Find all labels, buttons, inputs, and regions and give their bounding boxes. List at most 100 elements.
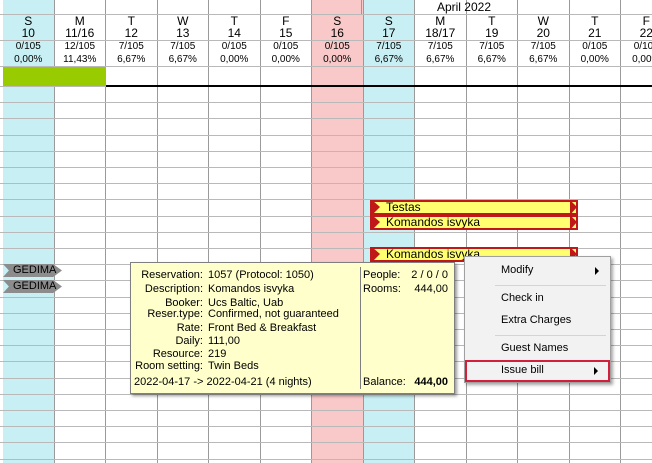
grid-row-line	[0, 216, 652, 217]
menu-item-label: Check in	[501, 292, 544, 304]
day-header-pct: 0,00%	[14, 54, 43, 65]
grid-row-line	[0, 167, 652, 168]
day-header-pct: 6,67%	[374, 54, 403, 65]
reser-type-label: Reser.type:	[147, 308, 203, 320]
grid-row-line	[0, 40, 652, 41]
day-header-occ: 0/105	[582, 41, 608, 52]
day-header-dow: M	[435, 14, 446, 28]
rate-value: Front Bed & Breakfast	[208, 322, 317, 334]
grid-row-line	[0, 426, 652, 427]
day-header-occ: 0/105	[324, 41, 350, 52]
occupancy-line	[106, 85, 652, 87]
balance-value: 444,00	[414, 376, 448, 388]
grid-row-line	[0, 459, 652, 460]
day-header-day: 20	[536, 26, 550, 40]
grid-row-line	[0, 151, 652, 152]
day-header-pct: 6,67%	[117, 54, 146, 65]
day-header-occ: 7/105	[170, 41, 196, 52]
day-column[interactable]: M 11/16 12/105 11,43%	[55, 0, 106, 463]
day-header-dow: F	[282, 14, 290, 28]
menu-item-label: Guest Names	[501, 342, 569, 354]
grid-row-line	[0, 199, 652, 200]
booking-bar[interactable]: Testas	[370, 200, 578, 215]
grid-row-line	[0, 183, 652, 184]
stay-dates: 2022-04-17 -> 2022-04-21 (4 nights)	[134, 376, 312, 388]
rooms-value: 444,00	[414, 283, 448, 295]
day-header-dow: S	[333, 14, 342, 28]
day-header-dow: W	[177, 14, 189, 28]
day-column[interactable]: W 20 7/105 6,67%	[518, 0, 570, 463]
day-header-dow: M	[74, 14, 85, 28]
day-header-day: 17	[382, 26, 396, 40]
day-header-day: 12	[124, 26, 138, 40]
context-menu: Modify Check in Extra Charges Guest Name…	[464, 256, 611, 383]
menu-item-label: Extra Charges	[501, 314, 572, 326]
day-header-occ: 7/105	[376, 41, 402, 52]
day-column[interactable]: T 14 0/105 0,00%	[209, 0, 261, 463]
menu-separator	[495, 285, 606, 286]
people-label: People:	[363, 269, 401, 281]
grid-row-line	[0, 232, 652, 233]
room-setting-label: Room setting:	[135, 360, 203, 372]
grid-row-line	[0, 410, 652, 411]
grid-row-line	[0, 14, 652, 15]
day-column[interactable]: F 15 0/105 0,00%	[261, 0, 312, 463]
day-header-dow: T	[230, 14, 238, 28]
day-header-occ: 0/105	[273, 41, 299, 52]
day-header-dow: F	[642, 14, 650, 28]
blocked-room-bar[interactable]: GEDIMA	[3, 280, 62, 293]
day-header-pct: 0,00%	[323, 54, 352, 65]
booking-bar[interactable]: Komandos isvyka	[370, 215, 578, 230]
month-label: April 2022	[436, 0, 492, 14]
day-header-day: 22	[639, 26, 652, 40]
reservation-label: Reservation:	[141, 269, 203, 281]
day-header-day: 13	[176, 26, 190, 40]
occupancy-highlight	[3, 67, 106, 86]
day-header-pct: 0,00%	[220, 54, 249, 65]
day-header-pct: 0,00%	[271, 54, 300, 65]
day-header-day: 19	[485, 26, 499, 40]
resource-value: 219	[208, 348, 227, 360]
day-column[interactable]: W 13 7/105 6,67%	[158, 0, 209, 463]
day-column[interactable]: T 12 7/105 6,67%	[106, 0, 158, 463]
description-value: Komandos isvyka	[208, 283, 295, 295]
day-header-pct: 6,67%	[426, 54, 455, 65]
menu-separator	[495, 335, 606, 336]
day-header-pct: 6,67%	[168, 54, 197, 65]
menu-item-check-in[interactable]: Check in	[466, 288, 609, 309]
reservation-tooltip: Reservation: 1057 (Protocol: 1050) Descr…	[130, 262, 455, 394]
day-column[interactable]: M 18/17 7/105 6,67%	[415, 0, 467, 463]
grid-row-line	[0, 442, 652, 443]
day-header-day: 10	[21, 26, 35, 40]
day-column[interactable]: T 19 7/105 6,67%	[467, 0, 518, 463]
day-header-dow: W	[537, 14, 549, 28]
menu-item-label: Modify	[501, 264, 534, 276]
menu-item-guest-names[interactable]: Guest Names	[466, 338, 609, 359]
month-separator	[361, 0, 362, 14]
day-header-pct: 0,00%	[632, 54, 652, 65]
day-header-pct: 6,67%	[529, 54, 558, 65]
day-header-day: 14	[227, 26, 241, 40]
day-header-day: 16	[330, 26, 344, 40]
daily-label: Daily:	[175, 335, 203, 347]
reser-type-value: Confirmed, not guaranteed	[208, 308, 339, 320]
menu-item-issue-bill[interactable]: Issue bill	[465, 360, 610, 382]
menu-item-label: Issue bill	[501, 364, 544, 376]
day-header-occ: 12/105	[64, 41, 96, 52]
menu-item-modify[interactable]: Modify	[466, 260, 609, 281]
blocked-room-bar[interactable]: GEDIMA	[3, 264, 62, 277]
reservation-value: 1057 (Protocol: 1050)	[208, 269, 314, 281]
grid-row-line	[0, 66, 652, 67]
day-header-dow: S	[384, 14, 393, 28]
day-header-occ: 7/105	[530, 41, 556, 52]
submenu-arrow-icon	[594, 367, 598, 375]
room-setting-value: Twin Beds	[208, 360, 259, 372]
day-column[interactable]: T 21 0/105 0,00%	[570, 0, 621, 463]
rooms-label: Rooms:	[363, 283, 401, 295]
day-header-day: 21	[588, 26, 602, 40]
daily-value: 111,00	[208, 335, 241, 347]
menu-item-extra-charges[interactable]: Extra Charges	[466, 310, 609, 331]
day-header-dow: T	[127, 14, 135, 28]
day-header-dow: S	[24, 14, 33, 28]
